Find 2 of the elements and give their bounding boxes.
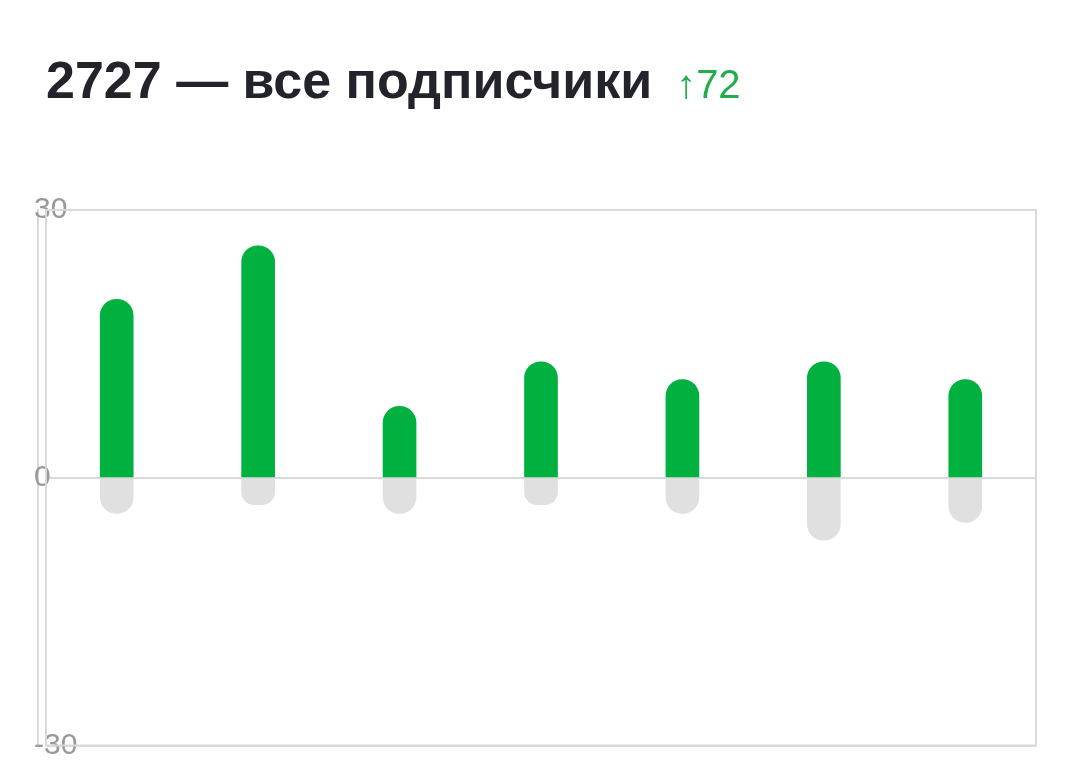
chart-subtitle: ↑72 [676, 62, 741, 106]
chart-title: 2727 — все подписчики [46, 51, 653, 109]
